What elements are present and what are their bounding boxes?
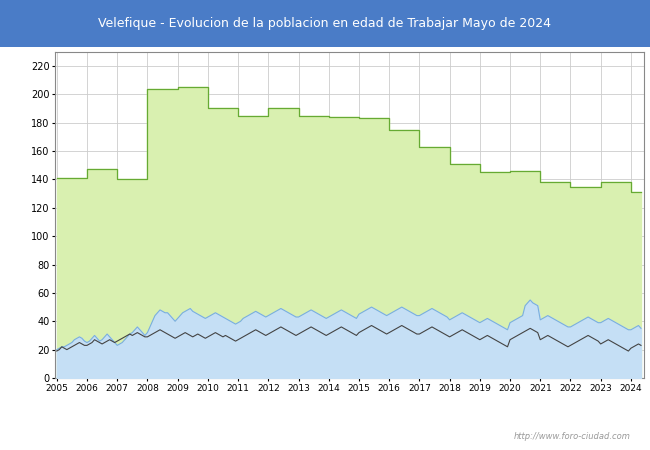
Text: Velefique - Evolucion de la poblacion en edad de Trabajar Mayo de 2024: Velefique - Evolucion de la poblacion en…	[99, 17, 551, 30]
Text: http://www.foro-ciudad.com: http://www.foro-ciudad.com	[514, 432, 630, 441]
